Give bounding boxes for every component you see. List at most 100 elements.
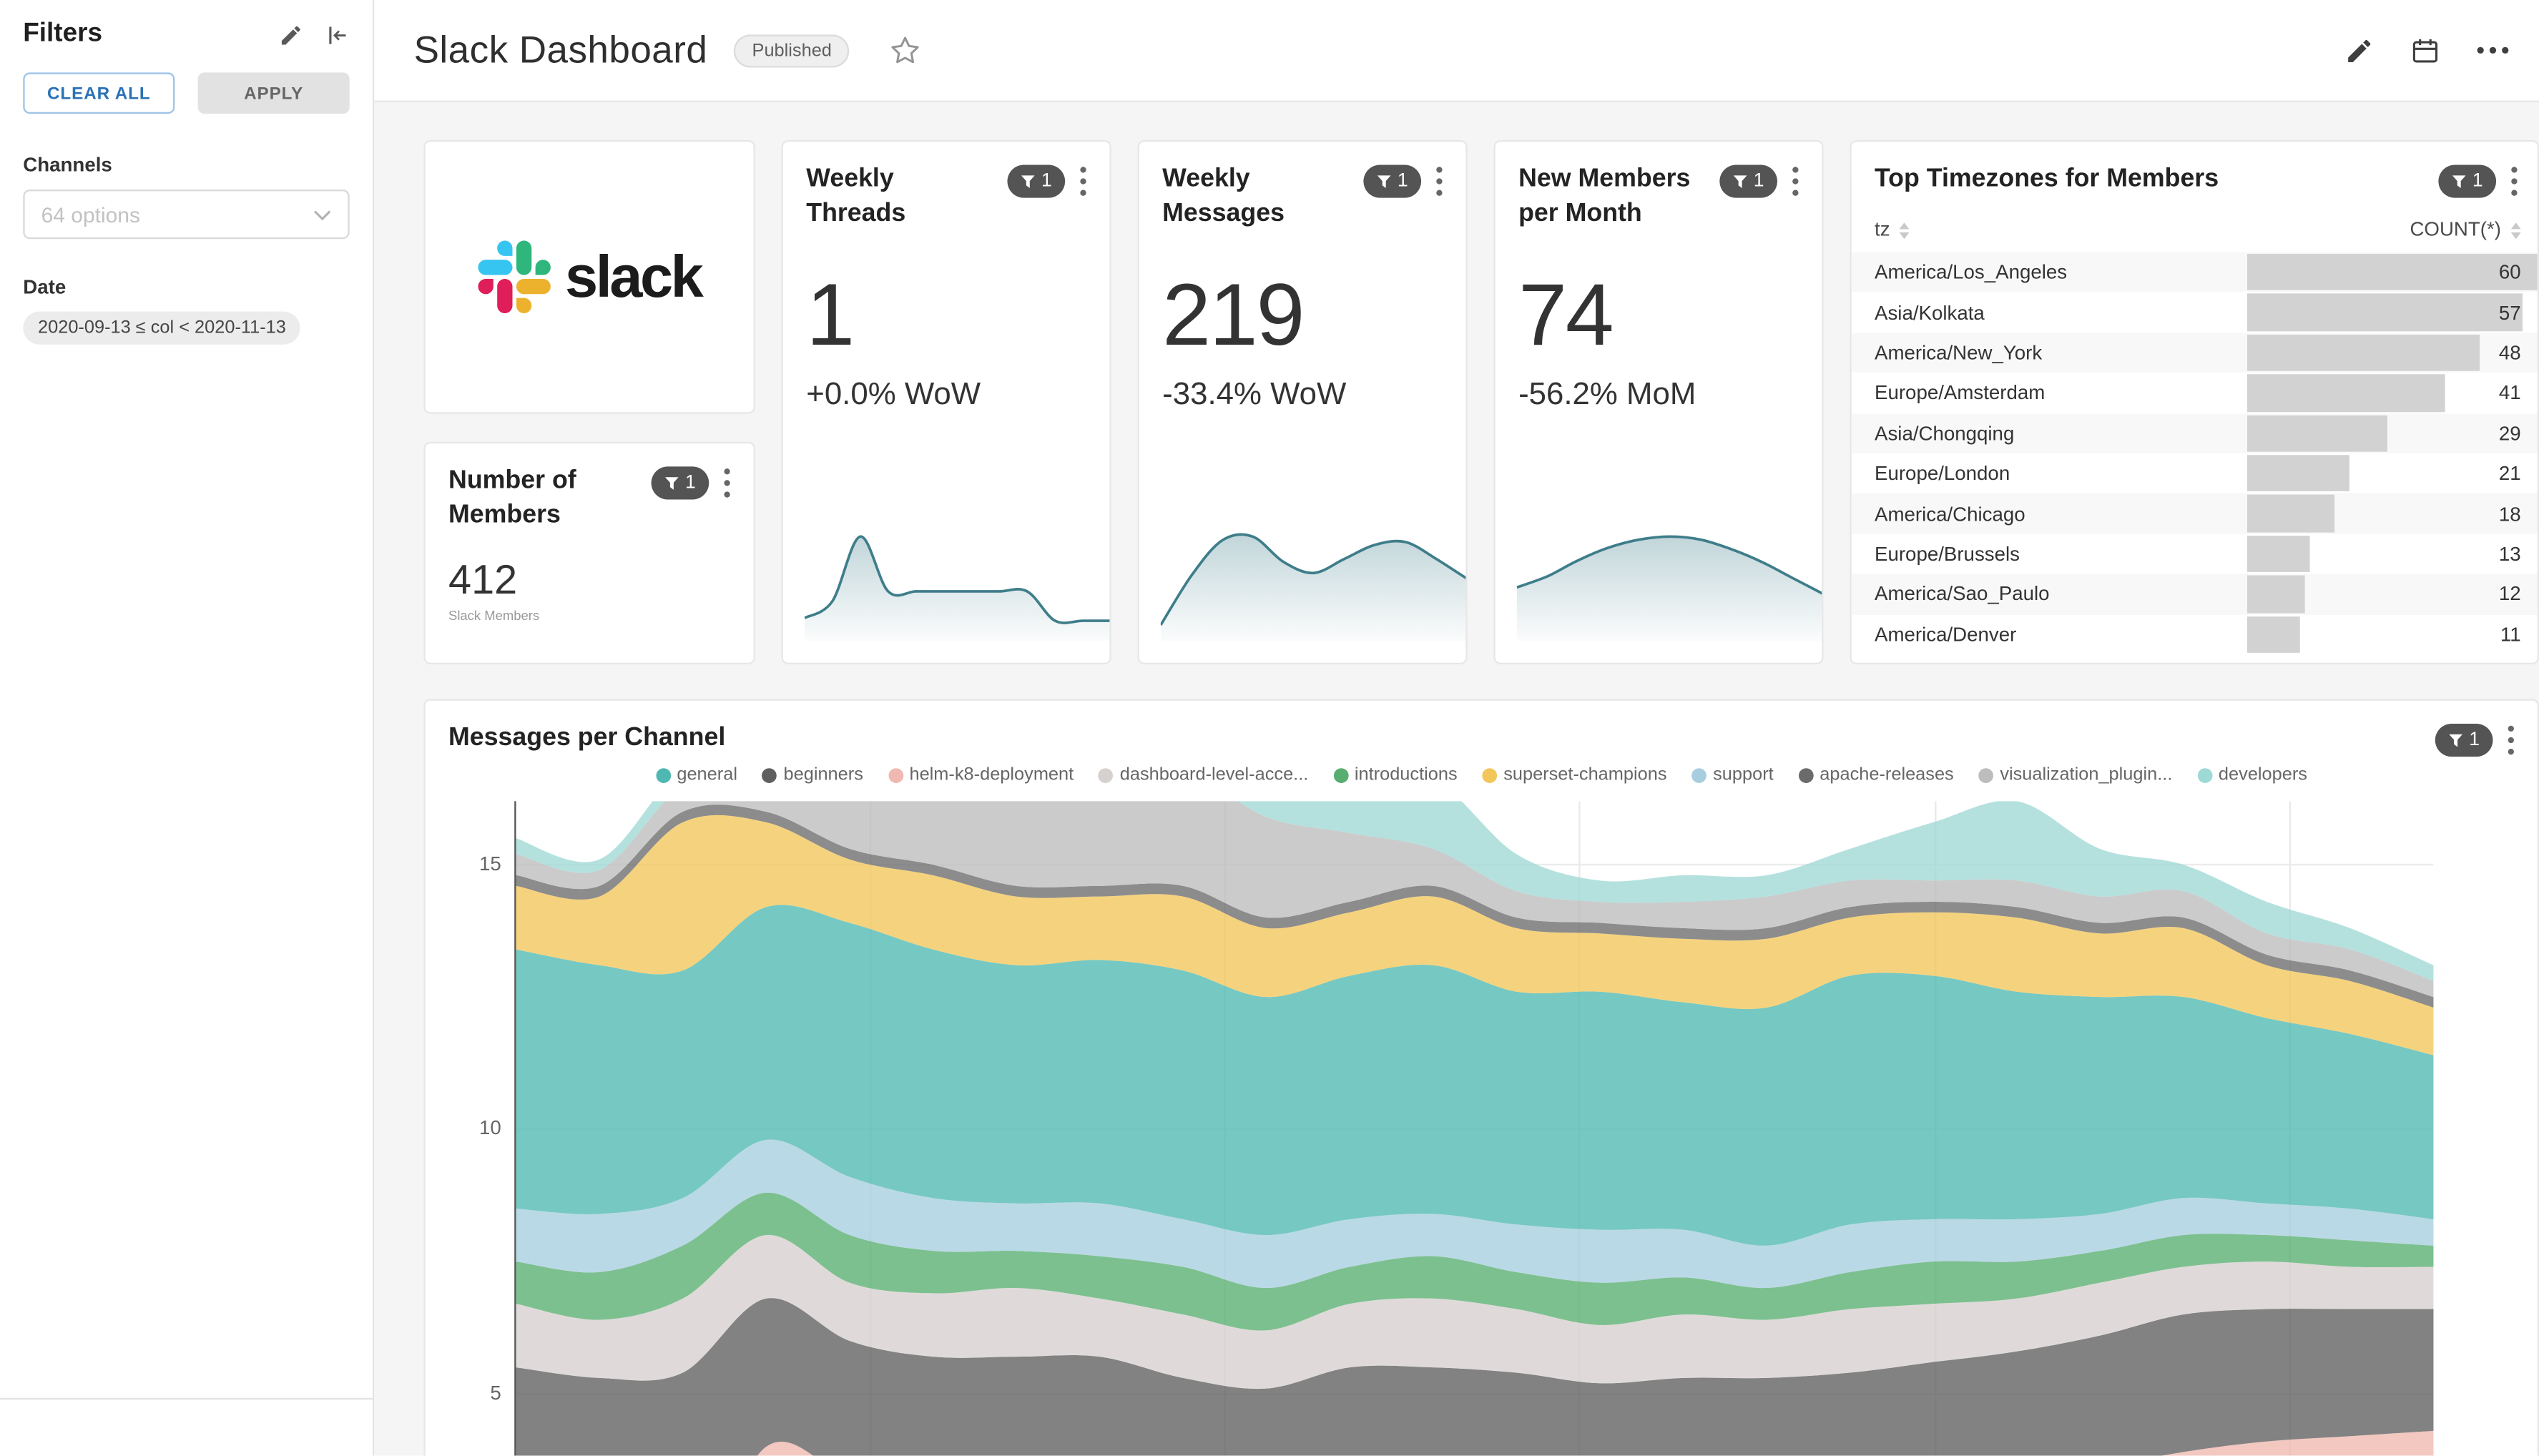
legend-label: introductions [1354,764,1458,785]
table-row: Asia/Kolkata 57 [1852,292,2538,333]
published-badge[interactable]: Published [734,34,850,67]
messages-per-channel-card: Messages per Channel 1 general beginners h… [423,699,2539,1456]
legend-label: superset-champions [1503,764,1667,785]
count-value: 12 [2498,582,2521,606]
table-row: America/Sao_Paulo 12 [1851,574,2538,614]
card-title: New Members per Month [1518,164,1691,227]
legend-item[interactable]: introductions [1332,764,1458,785]
filter-count: 1 [1753,171,1764,192]
kebab-menu-icon[interactable] [1792,167,1799,196]
applied-filters-badge[interactable]: 1 [1719,164,1778,198]
big-number-delta: -56.2% MoM [1518,377,1696,412]
edit-dashboard-pencil-icon[interactable] [2344,36,2374,65]
area-series-superset-champions [516,815,2434,1056]
chart-legend: general beginners helm-k8-deployment dashbo… [426,764,2538,785]
edit-filters-pencil-icon[interactable] [279,22,304,47]
calendar-icon[interactable] [2410,36,2440,65]
count-cell: 29 [2246,413,2538,453]
table-row: America/Los_Angeles 60 [1851,252,2538,292]
area-series-developers [516,801,2434,981]
legend-label: apache-releases [1819,764,1954,785]
legend-dot-icon [1691,767,1706,782]
tz-cell: Europe/London [1875,461,2010,486]
stacked-area-chart[interactable] [516,801,2434,1456]
chevron-down-icon [313,210,331,220]
legend-item[interactable]: helm-k8-deployment [888,765,1074,784]
filter-count: 1 [2469,730,2480,750]
applied-filters-badge[interactable]: 1 [1006,164,1066,198]
weekly-messages-card: Weekly Messages 1 219 -33.4% WoW [1137,139,1468,664]
count-value: 60 [2498,260,2521,284]
kebab-menu-icon[interactable] [1436,167,1443,196]
kebab-menu-icon[interactable] [1080,167,1086,196]
area-series-introductions [516,1192,2434,1331]
y-axis-tick-label: 15 [478,851,501,875]
table-row: Europe/Amsterdam 41 [1852,373,2538,413]
count-value: 57 [2498,300,2521,325]
sort-icon[interactable] [1900,222,1910,239]
apply-button[interactable]: APPLY [197,72,350,114]
table-row: Asia/Chongqing 29 [1851,413,2538,453]
tz-cell: America/Los_Angeles [1851,252,2247,292]
filter-funnel-icon [1732,174,1747,187]
date-range-chip[interactable]: 2020-09-13 ≤ col < 2020-11-13 [23,311,301,345]
legend-item[interactable]: beginners [762,764,863,785]
big-number-value: 1 [806,267,855,365]
filter-funnel-icon [664,476,678,489]
filters-title: Filters [23,19,102,48]
kebab-menu-icon[interactable] [2511,167,2518,196]
legend-item[interactable]: general [655,765,737,784]
table-row: America/Denver 11 [1852,614,2538,654]
count-bar [2246,374,2446,412]
count-value: 11 [2500,622,2521,646]
count-cell: 57 [2246,292,2538,333]
collapse-filter-panel-icon[interactable] [325,22,350,47]
filter-panel-divider [0,1397,373,1400]
big-number-value: 219 [1162,267,1305,365]
channels-label: Channels [23,153,112,177]
column-label: COUNT(*) [2410,217,2501,241]
kebab-menu-icon[interactable] [2508,725,2514,755]
count-bar [2246,455,2349,492]
legend-label: beginners [783,764,863,785]
weekly-threads-card: Weekly Threads 1 1 +0.0% WoW [781,139,1111,664]
channels-select[interactable]: 64 options [23,190,350,240]
count-cell: 12 [2246,574,2538,614]
new-members-card: New Members per Month 1 74 -56.2% MoM [1493,139,1824,664]
trend-sparkline-chart[interactable] [1516,513,1823,641]
legend-item[interactable]: apache-releases [1798,764,1954,785]
legend-item[interactable]: superset-champions [1482,764,1667,785]
trend-sparkline-chart[interactable] [804,513,1111,641]
filter-count: 1 [1397,171,1408,192]
legend-item[interactable]: developers [2196,765,2307,784]
tz-cell: America/Chicago [1851,493,2247,534]
tz-column-header[interactable]: tz [1852,215,2247,252]
legend-item[interactable]: visualization_plugin... [1978,765,2172,784]
clear-all-button[interactable]: CLEAR ALL [23,72,175,114]
applied-filters-badge[interactable]: 1 [650,466,709,500]
trend-sparkline-chart[interactable] [1160,513,1467,641]
date-label: Date [23,275,67,299]
more-options-icon[interactable] [2476,46,2509,55]
sort-icon[interactable] [2510,222,2521,239]
legend-dot-icon [2196,767,2212,782]
legend-dot-icon [888,767,903,782]
legend-item[interactable]: support [1691,765,1774,784]
top-timezones-card: Top Timezones for Members 1 [1850,139,2539,664]
favorite-star-icon[interactable] [890,34,923,67]
applied-filters-badge[interactable]: 1 [2437,164,2497,198]
filter-funnel-icon [2451,174,2465,187]
big-number-subtitle: Slack Members [448,608,540,624]
applied-filters-badge[interactable]: 1 [1362,164,1422,198]
legend-item[interactable]: dashboard-level-acce... [1098,765,1308,784]
tz-cell: America/New_York [1851,333,2247,373]
legend-dot-icon [1482,767,1497,782]
slack-wordmark: slack [564,242,704,310]
area-series-visualizationplugins [516,801,2434,998]
card-title: Number of Members [448,466,576,529]
count-column-header[interactable]: COUNT(*) [2247,215,2538,252]
big-number-delta: +0.0% WoW [806,377,981,412]
applied-filters-badge[interactable]: 1 [2434,723,2493,757]
kebab-menu-icon[interactable] [724,468,730,498]
legend-dot-icon [1798,767,1814,782]
